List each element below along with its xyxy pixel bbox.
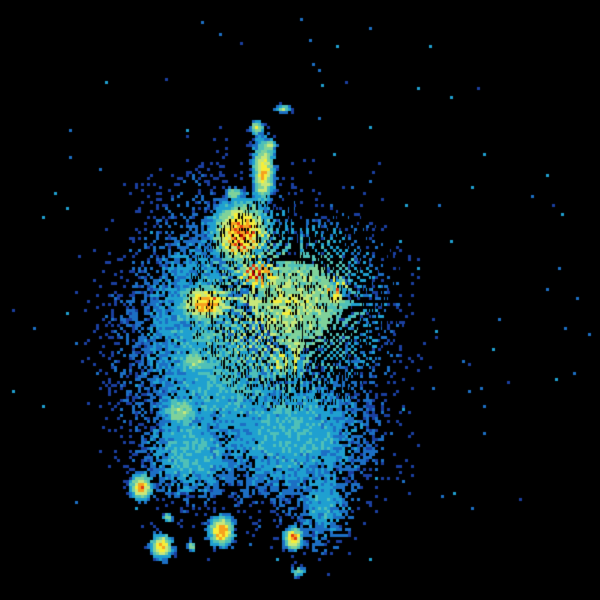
radar-image (0, 0, 600, 600)
